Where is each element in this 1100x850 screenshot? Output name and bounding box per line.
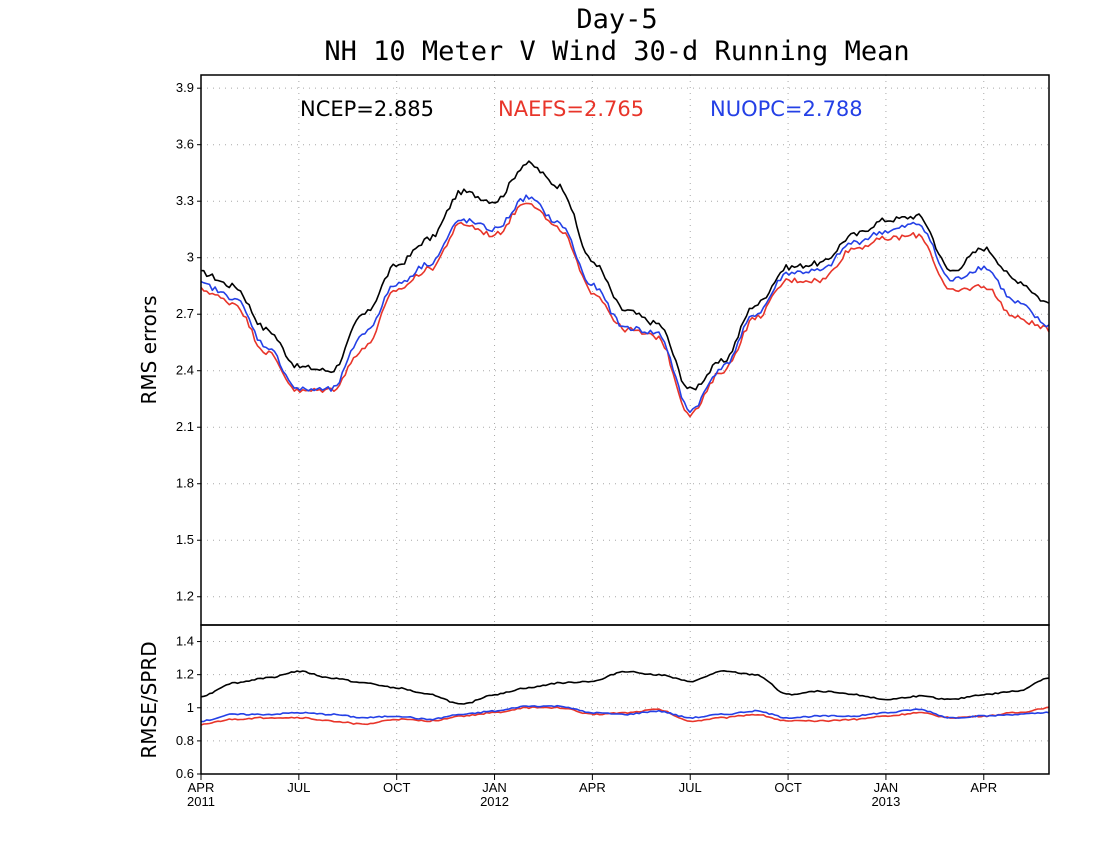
- top-y-tick-label: 3.9: [176, 80, 194, 95]
- bottom-y-axis-label: RMSE/SPRD: [137, 641, 161, 758]
- top-series-naefs: [200, 202, 1050, 418]
- x-tick-label: JUL: [679, 780, 702, 795]
- top-series-nuopc: [200, 194, 1050, 414]
- top-panel-grid: [201, 75, 1049, 625]
- top-y-axis-label: RMS errors: [137, 295, 161, 404]
- x-tick-year: 2011: [187, 794, 215, 809]
- bottom-y-tick-label: 1.4: [176, 634, 194, 649]
- top-y-tick-label: 3.3: [176, 193, 194, 208]
- bottom-series-nuopc: [200, 704, 1050, 723]
- x-tick-label: APR: [579, 780, 606, 795]
- top-panel-frame: [200, 74, 1050, 626]
- bottom-series-naefs: [200, 706, 1050, 726]
- x-tick-label: APR: [970, 780, 997, 795]
- stat-nuopc: NUOPC=2.788: [710, 97, 863, 121]
- x-tick-label: OCT: [383, 780, 411, 795]
- stat-naefs: NAEFS=2.765: [498, 97, 644, 121]
- top-y-tick-label: 2.7: [176, 306, 194, 321]
- x-tick-label: APR: [188, 780, 215, 795]
- bottom-panel-grid: [201, 625, 1049, 775]
- top-y-tick-label: 1.5: [176, 532, 194, 547]
- bottom-y-tick-label: 1.2: [176, 667, 194, 682]
- bottom-y-ticks: 0.6 0.8 1 1.2 1.4: [176, 634, 201, 781]
- top-y-tick-label: 2.4: [176, 363, 194, 378]
- bottom-series-ncep: [200, 669, 1050, 705]
- top-series-ncep: [200, 160, 1050, 391]
- bottom-y-tick-label: 0.6: [176, 766, 194, 781]
- top-y-tick-label: 1.8: [176, 476, 194, 491]
- stat-ncep: NCEP=2.885: [300, 97, 434, 121]
- bottom-y-tick-label: 1: [187, 700, 194, 715]
- chart-title: Day-5: [576, 4, 657, 35]
- chart-subtitle: NH 10 Meter V Wind 30-d Running Mean: [324, 36, 909, 67]
- top-y-tick-label: 3.6: [176, 137, 194, 152]
- top-y-tick-label: 2.1: [176, 419, 194, 434]
- top-y-tick-label: 3: [187, 250, 194, 265]
- bottom-panel-frame: [200, 624, 1050, 775]
- top-y-ticks: 1.2 1.5 1.8 2.1 2.4 2.7 3 3.3 3.6 3.9: [176, 80, 201, 604]
- x-tick-label: OCT: [774, 780, 802, 795]
- x-tick-label: JAN: [482, 780, 507, 795]
- top-y-tick-label: 1.2: [176, 589, 194, 604]
- x-tick-label: JUL: [287, 780, 310, 795]
- bottom-panel-series: [200, 669, 1050, 726]
- x-tick-label: JAN: [874, 780, 899, 795]
- x-tick-year: 2012: [480, 794, 509, 809]
- x-tick-year: 2013: [871, 794, 900, 809]
- top-panel-series: [200, 160, 1050, 418]
- bottom-y-tick-label: 0.8: [176, 733, 194, 748]
